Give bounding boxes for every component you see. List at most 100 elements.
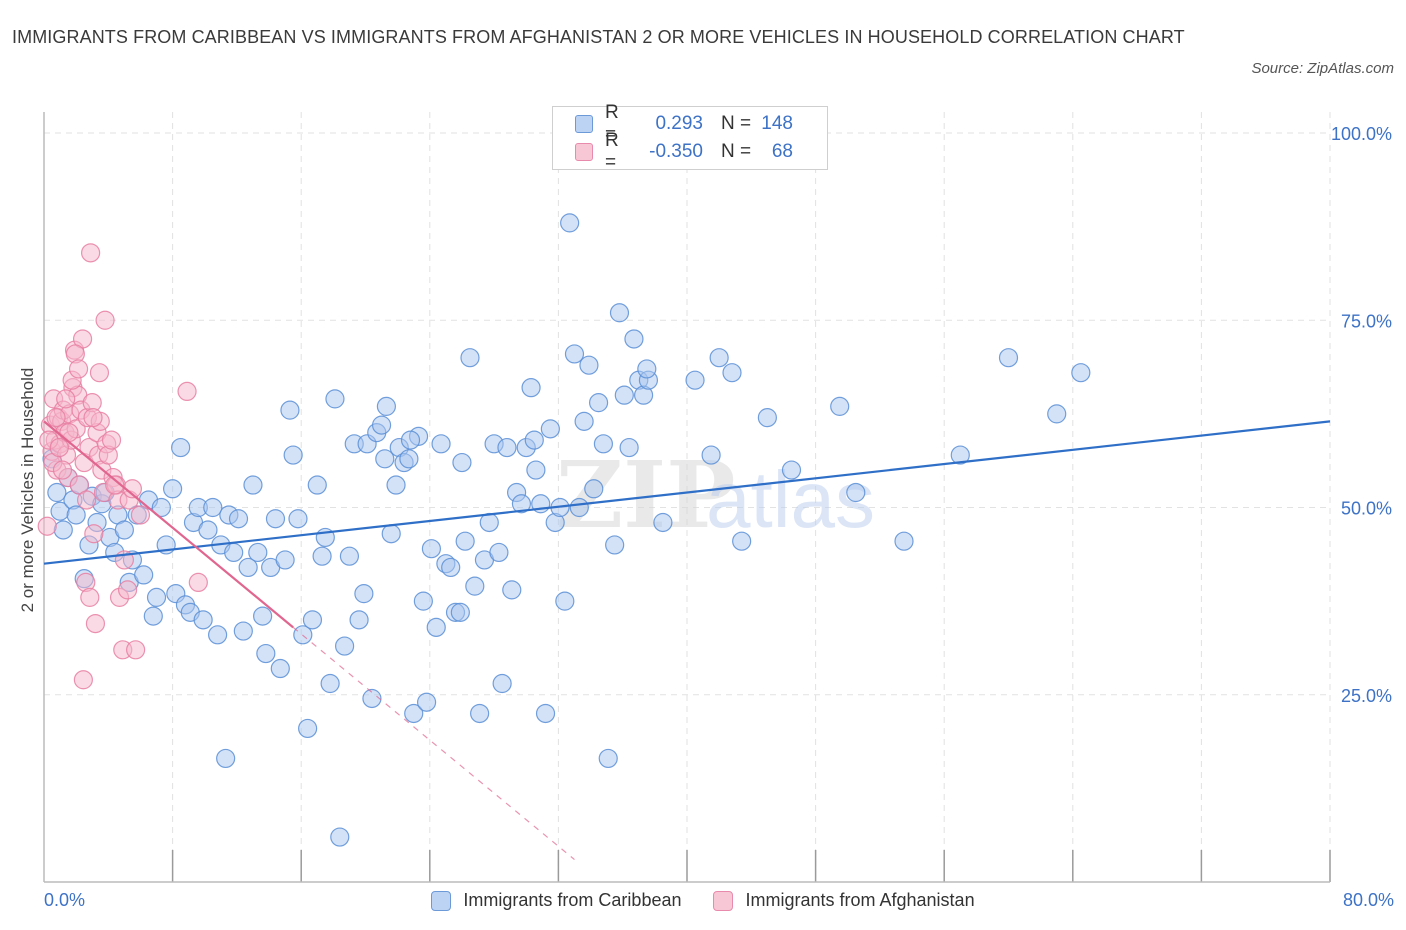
afghanistan-point [95, 310, 115, 330]
caribbean-point [524, 430, 544, 450]
caribbean-point [238, 557, 258, 578]
caribbean-point [521, 378, 541, 398]
caribbean-point [362, 688, 382, 709]
caribbean-point [465, 576, 485, 596]
legend-item-afghanistan: Immigrants from Afghanistan [713, 890, 975, 911]
caribbean-point [637, 359, 657, 379]
caribbean-point [283, 445, 303, 465]
caribbean-point [598, 748, 618, 769]
afghanistan-point [188, 572, 208, 593]
x-tick-label-max: 80.0% [1342, 890, 1394, 910]
caribbean-point [198, 520, 218, 540]
caribbean-point [404, 703, 424, 724]
caribbean-point [307, 475, 327, 495]
points-layer [37, 213, 1091, 847]
trend-layer [43, 420, 1331, 860]
r-value: -0.350 [649, 141, 703, 162]
stats-legend-row-afghanistan: R = -0.350 N = 68 [575, 130, 793, 173]
caribbean-point [722, 363, 742, 383]
caribbean-point [302, 610, 323, 630]
caribbean-point [400, 430, 421, 450]
caribbean-point [709, 348, 729, 368]
caribbean-point [381, 524, 401, 544]
afghanistan-point [101, 430, 122, 450]
afghanistan-point [177, 381, 197, 402]
caribbean-point [171, 437, 191, 458]
caribbean-point [431, 434, 451, 454]
afghanistan-point [105, 475, 125, 495]
caribbean-point [216, 748, 236, 769]
caribbean-point [256, 643, 276, 664]
caribbean-point [470, 703, 490, 724]
caribbean-point [1071, 363, 1091, 383]
caribbean-point [114, 520, 134, 540]
caribbean-point [339, 546, 360, 566]
caribbean-point [224, 542, 244, 563]
caribbean-point [624, 329, 644, 349]
caribbean-point [781, 460, 802, 480]
caribbean-point [253, 606, 273, 626]
caribbean-point [193, 610, 213, 630]
caribbean-point [511, 494, 532, 514]
caribbean-point [325, 389, 345, 409]
afghanistan-point [89, 363, 110, 383]
afghanistan-point [73, 670, 93, 690]
x-tick-label-min: 0.0% [44, 890, 86, 910]
afghanistan-point [83, 408, 103, 428]
y-tick-label: 50.0% [1341, 499, 1392, 519]
afghanistan-point [126, 640, 146, 660]
caribbean-point [416, 692, 437, 712]
caribbean-point [375, 449, 395, 469]
afghanistan-point [76, 490, 97, 510]
caribbean-point [354, 584, 374, 604]
caribbean-point [441, 557, 461, 578]
caribbean-point [579, 355, 599, 375]
caribbean-point [47, 482, 67, 503]
caribbean-point [243, 475, 263, 495]
n-label: N = [721, 113, 752, 134]
caribbean-point [489, 542, 509, 563]
caribbean-point [66, 505, 86, 525]
afghanistan-point [49, 437, 69, 458]
caribbean-point [275, 550, 295, 570]
caribbean-point [701, 445, 721, 465]
caribbean-point [143, 606, 163, 626]
caribbean-point [502, 580, 522, 600]
caribbean-point [460, 348, 480, 368]
caribbean-point [497, 437, 517, 458]
caribbean-point [371, 415, 392, 435]
caribbean-point [270, 658, 290, 679]
caribbean-point [653, 512, 673, 533]
y-tick-label: 25.0% [1341, 686, 1392, 706]
chart-title: IMMIGRANTS FROM CARIBBEAN VS IMMIGRANTS … [12, 27, 1185, 47]
afghanistan-point [68, 359, 89, 379]
caribbean-point [265, 509, 286, 529]
caribbean-point [950, 445, 970, 465]
afghanistan-point [117, 580, 138, 600]
legend-swatch-afghanistan [713, 890, 734, 911]
afghanistan-point [56, 389, 76, 409]
caribbean-point [492, 673, 512, 694]
caribbean-point [564, 344, 585, 364]
r-value: 0.293 [655, 113, 703, 134]
caribbean-point [846, 482, 866, 503]
caribbean-point [203, 497, 223, 518]
legend-item-caribbean: Immigrants from Caribbean [431, 890, 681, 911]
afghanistan-point [85, 613, 106, 634]
caribbean-point [163, 479, 183, 499]
caribbean-swatch [575, 115, 593, 133]
source-label: Source: ZipAtlas.com [1251, 60, 1394, 77]
axis-layer: 25.0% 50.0% 75.0% 100.0% [43, 112, 1392, 883]
afghanistan-swatch [575, 143, 593, 161]
caribbean-point [280, 400, 300, 420]
afghanistan-point [81, 243, 101, 263]
caribbean-point [830, 396, 850, 416]
caribbean-point [151, 497, 171, 518]
afghanistan-point [37, 516, 57, 536]
caribbean-point [605, 535, 625, 555]
caribbean-point [894, 531, 914, 551]
afghanistan-point [59, 423, 79, 443]
caribbean-point [288, 509, 308, 529]
caribbean-point [569, 497, 589, 518]
